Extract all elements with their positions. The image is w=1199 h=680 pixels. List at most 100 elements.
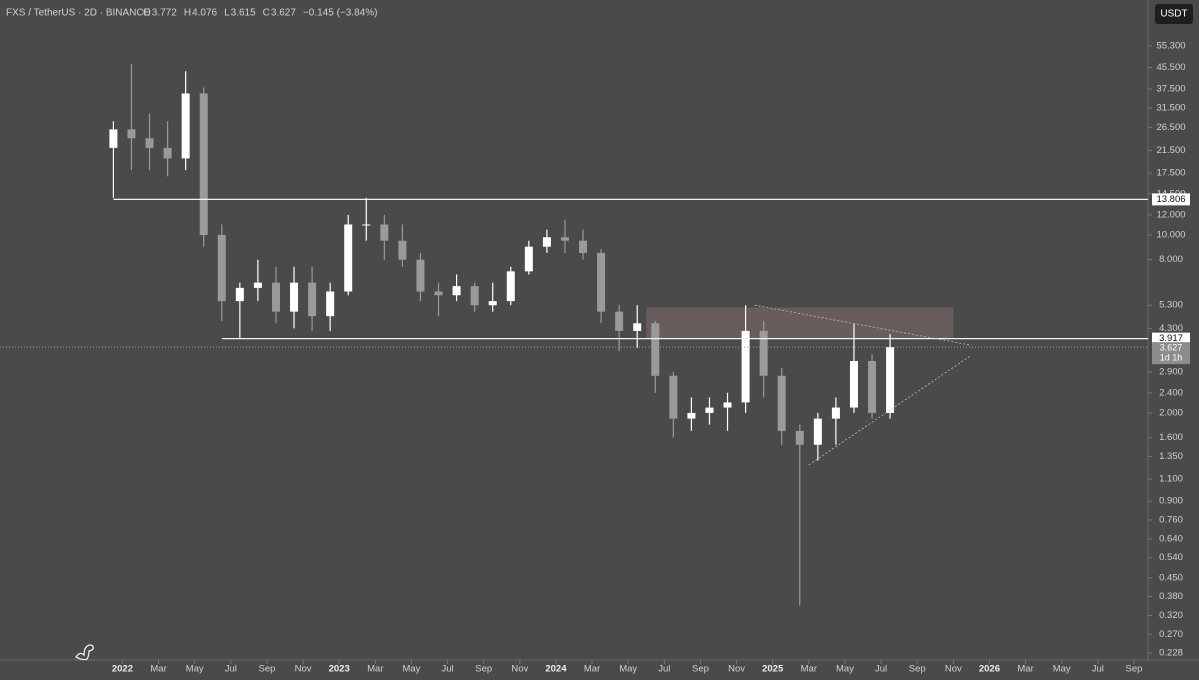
candle-body [813,418,822,445]
y-tick-label: 4.300 [1159,323,1183,334]
x-tick-label: Mar [801,664,817,675]
candle-body [831,407,840,419]
plot-area [0,63,1148,606]
level-label-bg [1152,193,1190,206]
supply-zone [646,307,954,338]
x-tick-label: 2025 [762,664,784,675]
candle-body [651,323,660,376]
legend-value: 4.076 [192,8,217,19]
price-label-bg [1152,342,1190,365]
legend-key: C [263,8,270,19]
candle-body [163,147,172,159]
y-tick-label: 0.320 [1159,610,1183,621]
y-tick-label: 0.900 [1159,496,1183,507]
candle-body [687,412,696,419]
candle-body [271,282,280,312]
y-tick-label: 0.270 [1159,629,1183,640]
candle-body [705,407,714,413]
candle-body [308,282,317,317]
y-tick-label: 0.760 [1159,514,1183,525]
x-tick-label: May [619,664,637,675]
y-tick-label: 5.300 [1159,300,1183,311]
x-tick-label: Jul [875,664,887,675]
y-tick-label: 17.500 [1156,168,1185,179]
candle-body [380,224,389,241]
ohlc-legend: O 3.772 H 4.076 L 3.615 C 3.627 −0.145 (−3.84%) [143,8,377,19]
y-tick-label: 1.350 [1159,451,1183,462]
y-tick-label: 26.500 [1156,122,1185,133]
currency[interactable]: USDT [1160,9,1187,20]
y-tick-label: 55.300 [1156,41,1185,52]
candle-body [199,93,208,236]
x-tick-label: Jul [1092,664,1104,675]
x-tick-label: 2022 [112,664,133,675]
candle-body [849,360,858,408]
candle-body [560,237,569,241]
legend-change: −0.145 (−3.84%) [303,8,378,19]
x-tick-label: 2023 [329,664,350,675]
candle-body [488,301,497,306]
candle-body [542,237,551,247]
candle-body [741,330,750,403]
currency-button[interactable] [1155,4,1193,24]
x-tick-label: Mar [150,664,166,675]
y-tick-label: 31.500 [1156,103,1185,114]
price-label: 3.627 [1160,343,1183,353]
y-tick-label: 45.500 [1156,62,1185,73]
x-tick-label: Sep [1125,664,1142,675]
x-tick-label: Jul [441,664,453,675]
legend-value: 3.772 [152,8,177,19]
legend-key: L [224,8,230,19]
y-tick-label: 8.000 [1159,254,1183,265]
axes: 55.300 45.500 37.500 31.500 26.500 21.500 17.5… [112,41,1190,675]
x-tick-label: Nov [295,664,312,675]
x-tick-label: 2024 [545,664,567,675]
y-tick-label: 37.500 [1156,83,1185,94]
trendline [808,354,972,466]
trendline [754,304,972,346]
candle-body [615,311,624,331]
symbol: FXS / TetherUS · 2D · BINANCE [6,8,151,19]
y-tick-label: 1.600 [1159,432,1183,443]
x-tick-label: Nov [728,664,745,675]
x-tick-label: Mar [1017,664,1033,675]
candle-body [416,259,425,292]
candle-body [434,291,443,296]
candle-body [506,271,515,302]
candle-body [145,138,154,148]
x-tick-label: Sep [258,664,275,675]
level-label-bg [1152,332,1190,345]
legend-value: 3.627 [271,8,296,19]
x-tick-label: May [186,664,204,675]
candle-body [524,246,533,272]
x-tick-label: May [836,664,854,675]
candle-body [127,129,136,139]
level-label: 3.917 [1159,333,1183,344]
x-tick-label: Mar [584,664,600,675]
y-tick-label: 2.900 [1159,366,1183,377]
candle-body [597,252,606,312]
x-tick-label: May [1053,664,1071,675]
candle-body [759,330,768,376]
candle-body [868,360,877,413]
candle-body [886,347,895,413]
x-tick-label: Nov [945,664,962,675]
x-tick-label: Mar [367,664,383,675]
y-tick-label: 2.400 [1159,387,1183,398]
legend-key: H [184,8,191,19]
candle-body [235,287,244,302]
level-label: 13.806 [1156,194,1185,205]
x-tick-label: 2026 [979,664,1000,675]
candle-body [181,93,190,159]
x-tick-label: Nov [511,664,528,675]
y-tick-label: 12.000 [1156,209,1185,220]
legend-key: O [143,8,151,19]
x-tick-label: Sep [475,664,492,675]
candle-body [579,240,588,253]
y-tick-label: 0.380 [1159,591,1183,602]
candle-body [344,224,353,292]
y-tick-label: 0.640 [1159,533,1183,544]
